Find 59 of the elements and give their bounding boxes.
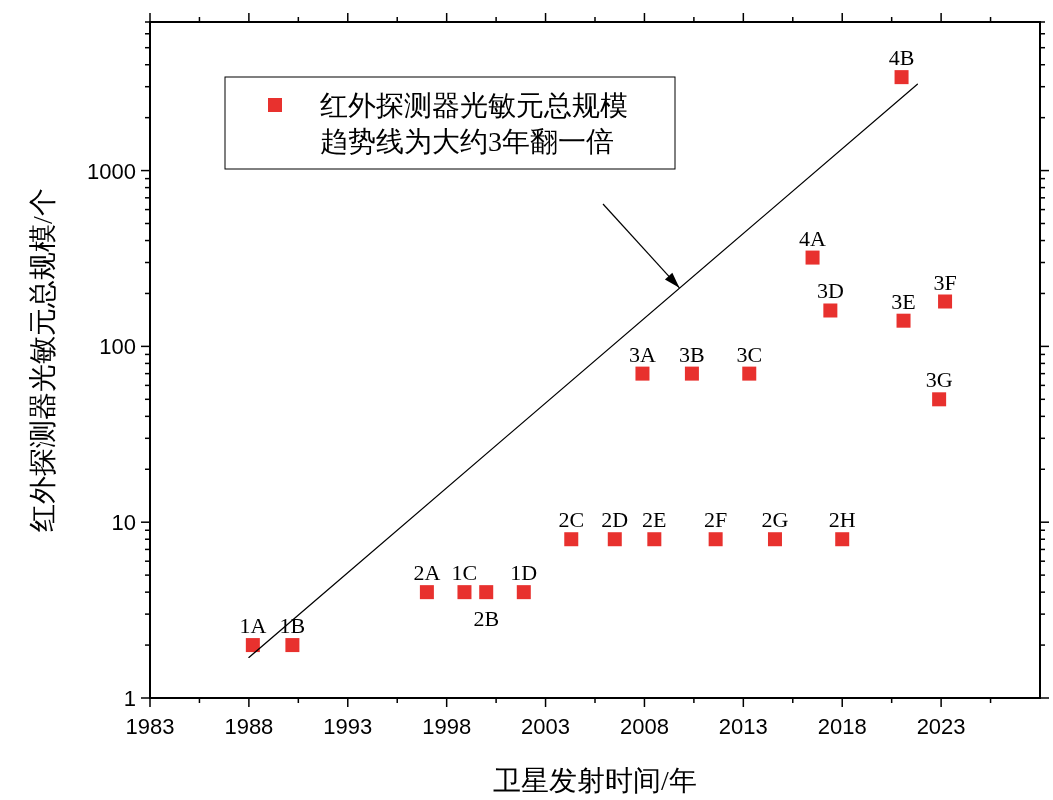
x-tick-label: 2013 bbox=[718, 714, 768, 739]
point bbox=[767, 532, 782, 547]
point bbox=[708, 532, 723, 547]
annotation: 2B bbox=[473, 606, 500, 632]
annotation: 2A bbox=[413, 560, 441, 586]
annotation: 3E bbox=[891, 288, 916, 314]
annotation: 2C bbox=[558, 507, 585, 533]
annotation: 3A bbox=[629, 341, 657, 367]
annotation: 2H bbox=[828, 507, 856, 533]
annotation: 1A bbox=[239, 613, 267, 639]
y-tick-label: 100 bbox=[99, 334, 136, 360]
x-tick-label: 1998 bbox=[422, 714, 472, 739]
x-tick-label: 2003 bbox=[521, 714, 571, 739]
annotation: 1C bbox=[451, 560, 478, 586]
annotation: 4A bbox=[799, 225, 827, 251]
x-tick-label: 1993 bbox=[323, 714, 373, 739]
point bbox=[896, 313, 911, 328]
point bbox=[607, 532, 622, 547]
y-tick-label: 10 bbox=[111, 510, 136, 536]
annotation: 3C bbox=[736, 341, 763, 367]
y-axis-title: 红外探测器光敏元总规模/个 bbox=[27, 188, 58, 532]
point bbox=[894, 70, 909, 85]
x-tick-label: 2018 bbox=[817, 714, 867, 739]
annotation: 2F bbox=[704, 507, 728, 533]
point bbox=[285, 638, 300, 653]
x-tick-label: 1988 bbox=[224, 714, 274, 739]
legend: 红外探测器光敏元总规模 趋势线为大约3年翻一倍 bbox=[224, 76, 676, 170]
point bbox=[245, 638, 260, 653]
point bbox=[835, 532, 850, 547]
point bbox=[647, 532, 662, 547]
point bbox=[516, 585, 531, 600]
x-tick-label: 1983 bbox=[125, 714, 175, 739]
annotation: 2G bbox=[761, 507, 789, 533]
annotation: 3B bbox=[679, 341, 705, 367]
point bbox=[635, 366, 650, 381]
annotation: 1B bbox=[279, 613, 306, 639]
legend-label: 红外探测器光敏元总规模 bbox=[320, 90, 628, 121]
x-axis-title: 卫星发射时间/年 bbox=[493, 765, 697, 796]
annotation: 3G bbox=[925, 367, 953, 393]
point bbox=[938, 294, 953, 309]
annotation: 4B bbox=[888, 45, 915, 71]
point bbox=[805, 250, 820, 265]
x-tick-label: 2008 bbox=[619, 714, 669, 739]
annotation: 1D bbox=[510, 560, 538, 586]
point bbox=[932, 392, 947, 407]
annotation: 2D bbox=[601, 507, 629, 533]
point bbox=[684, 366, 699, 381]
annotation: 3F bbox=[933, 269, 957, 295]
annotation: 3D bbox=[816, 278, 844, 304]
point bbox=[457, 585, 472, 600]
point bbox=[742, 366, 757, 381]
annotation: 2E bbox=[642, 507, 667, 533]
point bbox=[479, 585, 494, 600]
point bbox=[564, 532, 579, 547]
y-tick-label: 1 bbox=[123, 686, 136, 711]
point bbox=[419, 585, 434, 600]
y-tick-label: 1000 bbox=[87, 158, 136, 184]
point bbox=[823, 303, 838, 318]
x-tick-label: 2023 bbox=[916, 714, 966, 739]
